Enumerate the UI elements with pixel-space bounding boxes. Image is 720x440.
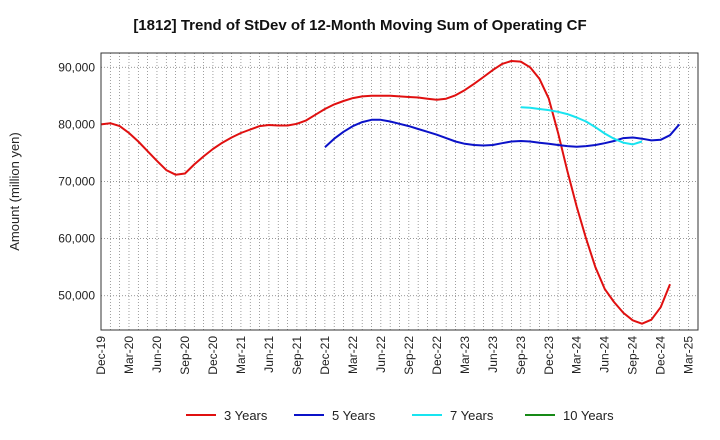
x-tick-label: Mar-23	[458, 336, 472, 374]
x-tick-label: Jun-23	[486, 336, 500, 373]
x-tick-label: Dec-21	[318, 336, 332, 375]
x-tick-label: Jun-20	[150, 336, 164, 373]
legend: 3 Years 5 Years 7 Years 10 Years	[186, 408, 614, 423]
x-tick-label: Mar-20	[122, 336, 136, 374]
series-line-5-years	[324, 118, 681, 148]
x-tick-label: Jun-24	[598, 336, 612, 373]
series-line-3-years	[100, 60, 671, 325]
legend-label-5-years: 5 Years	[332, 408, 376, 423]
x-tick-label: Sep-21	[290, 336, 304, 375]
y-tick-label: 50,000	[58, 289, 95, 303]
x-tick-label: Sep-23	[514, 336, 528, 375]
x-tick-label: Dec-22	[430, 336, 444, 375]
x-tick-labels: Dec-19 Mar-20 Jun-20 Sep-20 Dec-20 Mar-21 Jun-…	[94, 336, 696, 375]
series-lines	[100, 60, 681, 325]
plot-frame	[100, 52, 699, 331]
y-tick-labels: 50,000 60,000 70,000 80,000 90,000	[58, 60, 95, 302]
x-tick-label: Jun-22	[374, 336, 388, 373]
y-tick-label: 90,000	[58, 60, 95, 74]
legend-label-10-years: 10 Years	[563, 408, 614, 423]
x-tick-label: Sep-24	[626, 336, 640, 375]
y-tick-label: 80,000	[58, 117, 95, 131]
x-tick-label: Mar-24	[570, 336, 584, 374]
x-tick-label: Mar-21	[234, 336, 248, 374]
x-tick-label: Mar-22	[346, 336, 360, 374]
legend-label-3-years: 3 Years	[224, 408, 268, 423]
x-tick-label: Sep-20	[178, 336, 192, 375]
legend-label-7-years: 7 Years	[450, 408, 494, 423]
grid	[101, 53, 698, 330]
x-tick-label: Dec-19	[94, 336, 108, 375]
x-tick-label: Mar-25	[682, 336, 696, 374]
x-tick-label: Dec-24	[654, 336, 668, 375]
y-axis-label: Amount (million yen)	[7, 132, 22, 251]
x-tick-label: Dec-20	[206, 336, 220, 375]
series-line-7-years	[520, 106, 643, 146]
y-tick-label: 70,000	[58, 175, 95, 189]
x-tick-label: Sep-22	[402, 336, 416, 375]
x-tick-label: Dec-23	[542, 336, 556, 375]
x-tick-label: Jun-21	[262, 336, 276, 373]
y-tick-label: 60,000	[58, 232, 95, 246]
chart-title: [1812] Trend of StDev of 12-Month Moving…	[133, 17, 586, 34]
